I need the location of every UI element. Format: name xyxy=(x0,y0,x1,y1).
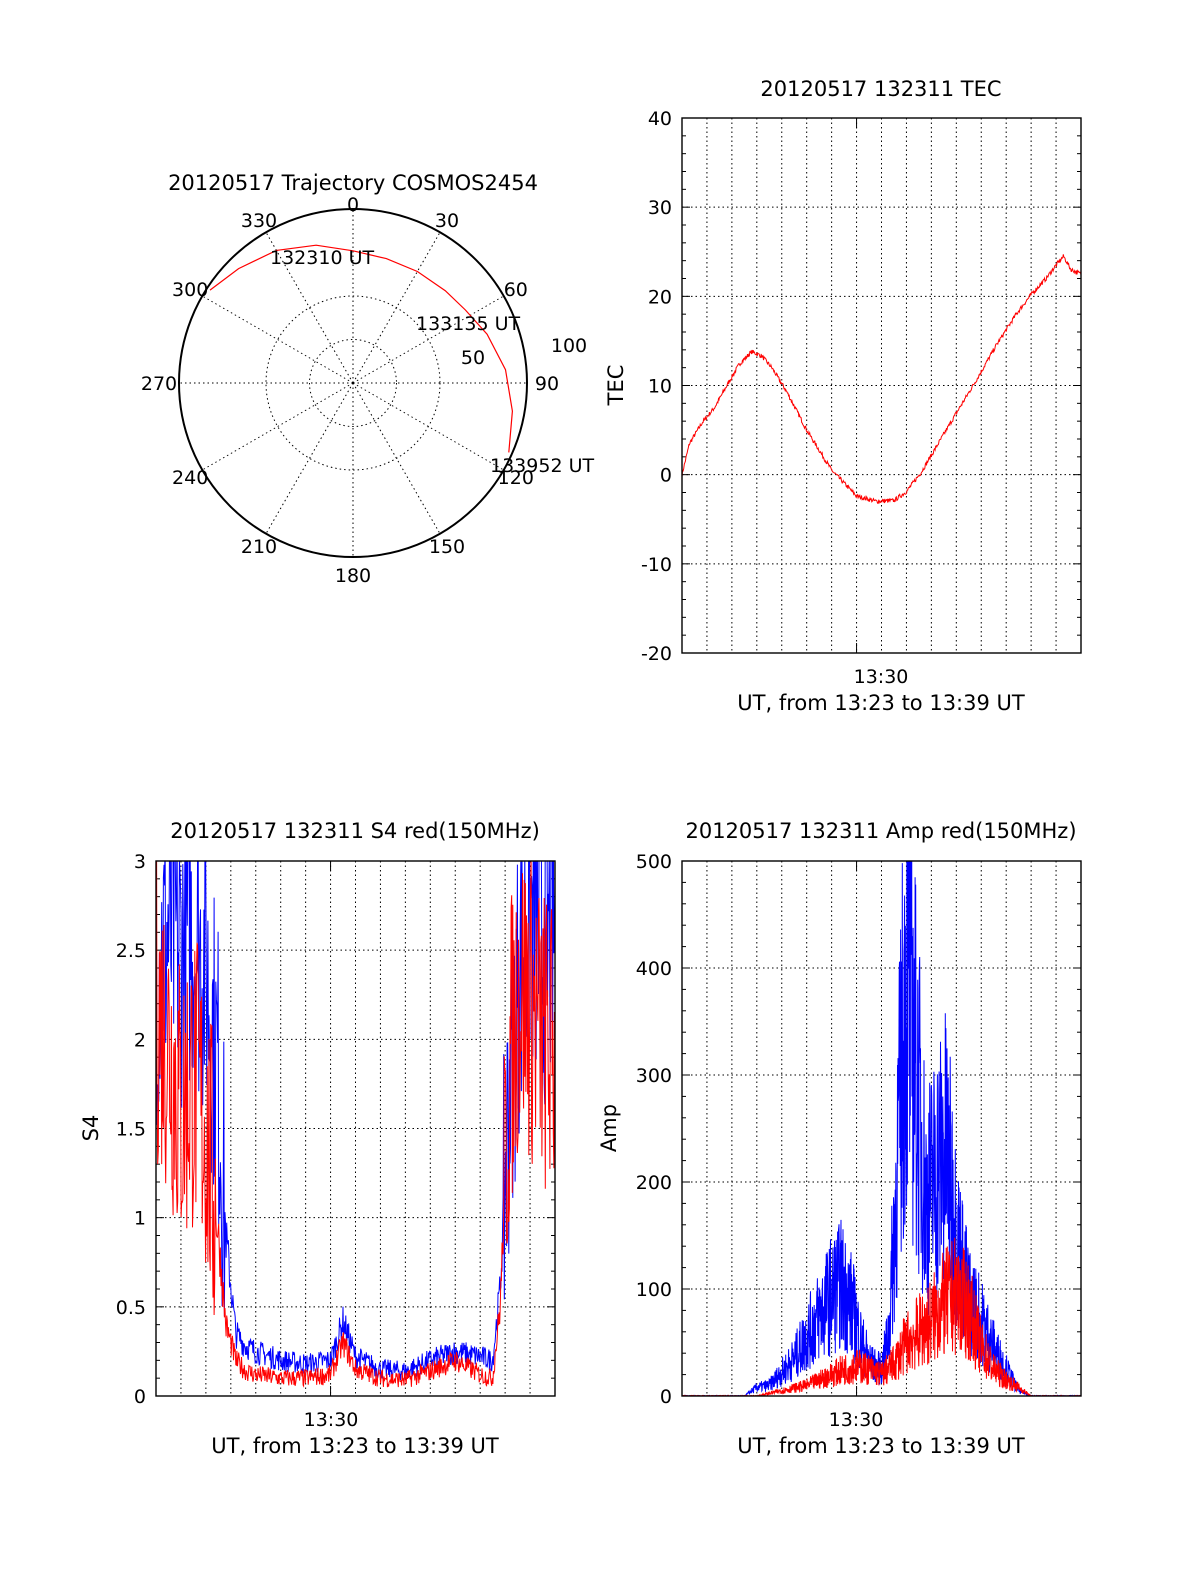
polar-grid xyxy=(178,208,528,558)
polar-annotation-end: 133952 UT xyxy=(490,455,594,477)
polar-angle-label: 60 xyxy=(504,279,528,301)
polar-grid-spoke xyxy=(265,232,354,384)
s4-plot-frame xyxy=(155,860,556,1397)
tec-y-tick-label: 10 xyxy=(648,376,672,398)
polar-angle-label: 300 xyxy=(172,279,208,301)
polar-angle-labels: 0 30 60 90 120 150 180 210 240 270 300 330 xyxy=(141,194,559,587)
polar-grid-spoke xyxy=(202,295,354,384)
s4-x-label: UT, from 13:23 to 13:39 UT xyxy=(211,1434,499,1458)
amp-y-label: Amp xyxy=(597,1104,621,1152)
polar-radial-label-50: 50 xyxy=(461,347,485,369)
tec-x-tick-label: 13:30 xyxy=(854,666,909,688)
s4-y-tick-label: 0.5 xyxy=(116,1297,146,1319)
amp-y-tick-label: 0 xyxy=(660,1386,672,1408)
tec-x-label: UT, from 13:23 to 13:39 UT xyxy=(737,691,1025,715)
amp-title: 20120517 132311 Amp red(150MHz) xyxy=(685,819,1076,843)
polar-angle-label: 120 xyxy=(498,467,534,489)
polar-angle-label: 210 xyxy=(241,536,277,558)
s4-panel: 20120517 132311 S4 red(150MHz) S4 13:30 … xyxy=(79,819,556,1458)
amp-plot-frame xyxy=(681,860,1082,1397)
polar-angle-label: 30 xyxy=(435,210,459,232)
polar-annotation-mid: 133135 UT xyxy=(416,313,520,335)
polar-angle-label: 270 xyxy=(141,373,177,395)
amp-x-label: UT, from 13:23 to 13:39 UT xyxy=(737,1434,1025,1458)
s4-y-tick-label: 3 xyxy=(134,851,146,873)
polar-grid-spoke xyxy=(352,382,504,471)
amp-series-primary-line xyxy=(682,861,1081,1396)
s4-title: 20120517 132311 S4 red(150MHz) xyxy=(170,819,540,843)
s4-y-label: S4 xyxy=(79,1115,103,1142)
polar-grid-spoke xyxy=(352,232,441,384)
polar-trajectory-line xyxy=(209,244,514,453)
polar-angle-label: 90 xyxy=(535,373,559,395)
s4-y-tick-label: 2 xyxy=(134,1029,146,1051)
tec-panel: 20120517 132311 TEC TEC 13:30 UT, from 1… xyxy=(604,77,1082,715)
s4-y-tick-label: 0 xyxy=(134,1386,146,1408)
tec-y-tick-label: -10 xyxy=(641,554,672,576)
amp-x-tick-label: 13:30 xyxy=(829,1409,884,1431)
polar-grid-spoke xyxy=(352,382,441,534)
s4-y-tick-label: 1.5 xyxy=(116,1119,146,1141)
polar-grid-spoke xyxy=(202,382,354,471)
polar-radial-label-100: 100 xyxy=(551,335,587,357)
polar-grid-spoke xyxy=(352,295,504,384)
polar-trajectory-panel: 20120517 Trajectory COSMOS2454 0 30 60 90 12… xyxy=(141,171,595,587)
amp-y-tick-label: 200 xyxy=(636,1172,672,1194)
polar-angle-label: 0 xyxy=(347,194,359,216)
polar-title: 20120517 Trajectory COSMOS2454 xyxy=(168,171,538,195)
polar-annotation-start: 132310 UT xyxy=(270,247,374,269)
tec-series-primary-line xyxy=(682,254,1081,505)
s4-series-primary-line xyxy=(156,861,555,1381)
tec-y-tick-label: 40 xyxy=(648,108,672,130)
tec-y-tick-label: -20 xyxy=(641,643,672,665)
polar-angle-label: 240 xyxy=(172,467,208,489)
amp-y-tick-label: 500 xyxy=(636,851,672,873)
polar-outer-circle xyxy=(178,208,528,558)
tec-plot-frame xyxy=(681,117,1082,654)
s4-x-tick-label: 13:30 xyxy=(304,1409,359,1431)
polar-angle-label: 150 xyxy=(429,536,465,558)
s4-series-secondary-line xyxy=(156,861,555,1388)
amp-y-tick-label: 400 xyxy=(636,958,672,980)
tec-y-tick-label: 0 xyxy=(660,465,672,487)
tec-title: 20120517 132311 TEC xyxy=(760,77,1001,101)
polar-series xyxy=(209,244,514,453)
amp-y-tick-label: 300 xyxy=(636,1065,672,1087)
s4-y-tick-label: 2.5 xyxy=(116,940,146,962)
polar-grid-circle xyxy=(309,339,397,427)
polar-angle-label: 330 xyxy=(241,210,277,232)
amp-panel: 20120517 132311 Amp red(150MHz) Amp 13:3… xyxy=(597,819,1082,1458)
tec-y-tick-label: 20 xyxy=(648,286,672,308)
polar-grid-spoke xyxy=(265,382,354,534)
tec-y-tick-label: 30 xyxy=(648,197,672,219)
s4-y-tick-label: 1 xyxy=(134,1208,146,1230)
polar-angle-label: 180 xyxy=(335,565,371,587)
tec-y-label: TEC xyxy=(604,365,628,407)
amp-y-tick-label: 100 xyxy=(636,1279,672,1301)
